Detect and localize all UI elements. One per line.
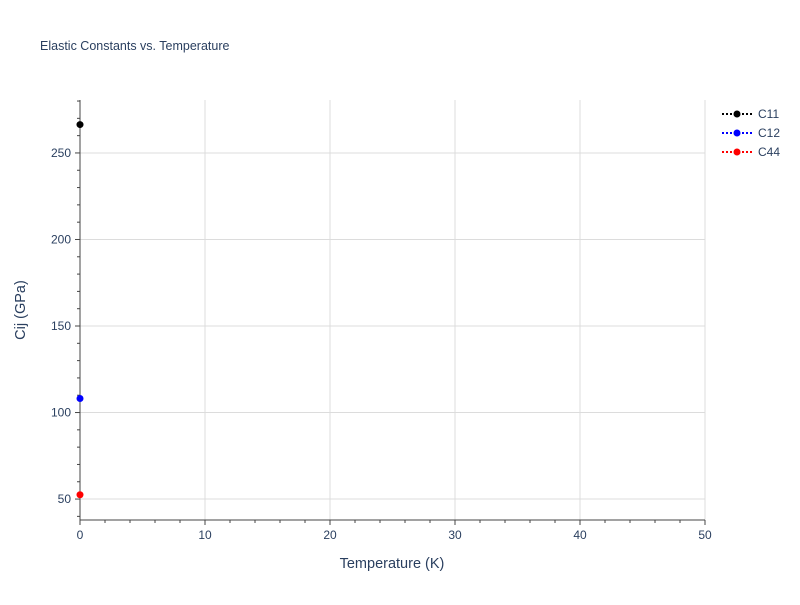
x-tick-label: 20 <box>323 528 337 542</box>
axes: 0 10 20 30 40 50 50 100 150 200 250 <box>51 100 712 542</box>
legend[interactable]: C11 C12 C44 <box>722 107 780 159</box>
data-point-c12 <box>76 395 84 403</box>
legend-marker-c12[interactable] <box>733 129 741 137</box>
y-axis-label: Cij (GPa) <box>13 280 29 340</box>
y-tick-label: 250 <box>51 146 71 160</box>
data-point-c11 <box>76 121 84 129</box>
data-points <box>76 121 84 499</box>
y-tick-label: 50 <box>58 492 72 506</box>
legend-label-c12[interactable]: C12 <box>758 126 780 140</box>
legend-marker-c44[interactable] <box>733 148 741 156</box>
x-axis-label: Temperature (K) <box>340 556 445 572</box>
legend-label-c11[interactable]: C11 <box>758 107 779 121</box>
data-point-c44 <box>76 491 84 499</box>
x-tick-label: 40 <box>573 528 587 542</box>
y-tick-label: 100 <box>51 406 71 420</box>
x-tick-label: 10 <box>198 528 212 542</box>
x-tick-label: 0 <box>77 528 84 542</box>
y-tick-label: 150 <box>51 319 71 333</box>
legend-marker-c11[interactable] <box>733 110 741 118</box>
chart-title: Elastic Constants vs. Temperature <box>40 39 229 53</box>
legend-label-c44[interactable]: C44 <box>758 145 780 159</box>
y-tick-label: 200 <box>51 232 71 246</box>
x-tick-label: 50 <box>698 528 712 542</box>
grid <box>80 100 706 520</box>
x-tick-label: 30 <box>448 528 462 542</box>
